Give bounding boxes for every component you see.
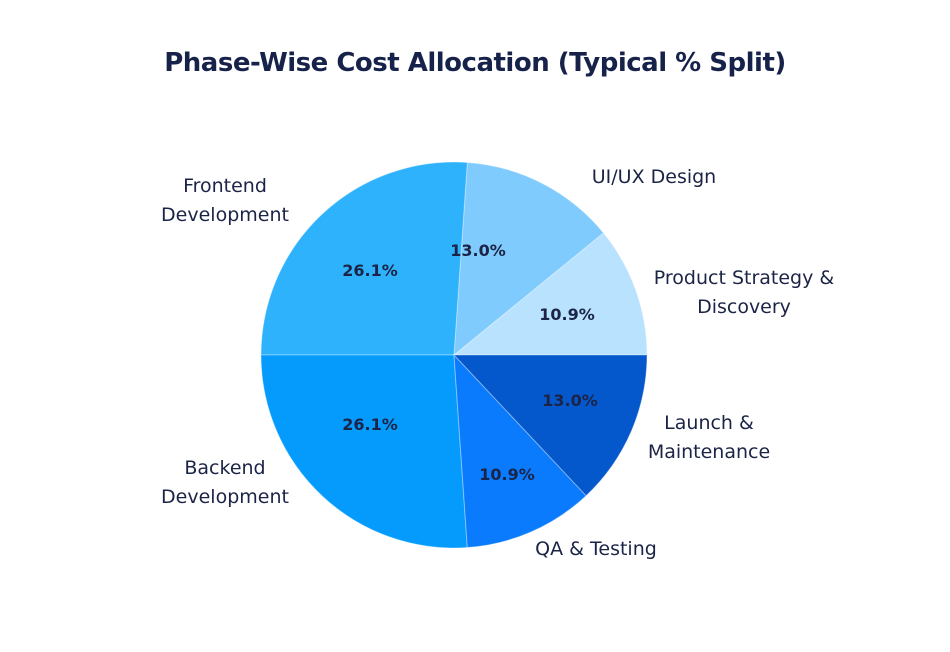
slice-category-label: QA & Testing xyxy=(535,538,657,560)
slice-percent-label: 13.0% xyxy=(542,391,598,410)
slice-category-label: Backend Development xyxy=(161,457,289,508)
slice-category-label: Frontend Development xyxy=(161,175,289,226)
slice-category-label: Launch & Maintenance xyxy=(648,412,770,463)
pie-slice xyxy=(453,161,605,357)
pie-slice xyxy=(453,353,587,549)
slice-category-label: Product Strategy & Discovery xyxy=(654,267,835,318)
pie-slice xyxy=(260,161,468,356)
slice-percent-label: 10.9% xyxy=(479,465,535,484)
pie-slice xyxy=(260,354,468,549)
chart-title: Phase-Wise Cost Allocation (Typical % Sp… xyxy=(164,48,786,78)
slice-percent-label: 26.1% xyxy=(342,261,398,280)
pie-slice xyxy=(452,354,648,497)
slice-category-label: UI/UX Design xyxy=(592,166,716,188)
slice-percent-label: 10.9% xyxy=(539,305,595,324)
slice-percent-label: 26.1% xyxy=(342,415,398,434)
pie-slice xyxy=(452,232,648,356)
slice-percent-label: 13.0% xyxy=(450,241,506,260)
